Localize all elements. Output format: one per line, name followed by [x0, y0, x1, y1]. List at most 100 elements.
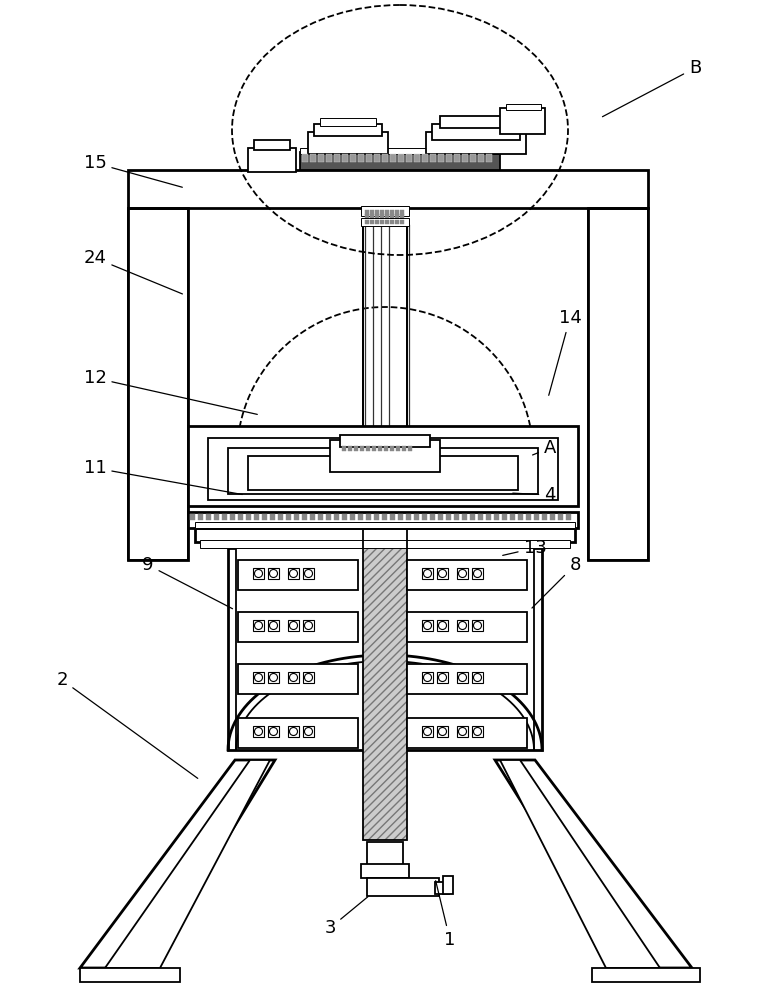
Bar [308, 132, 388, 154]
Circle shape [305, 728, 312, 736]
Circle shape [474, 570, 481, 578]
Bar [472, 672, 483, 683]
Bar [268, 672, 279, 683]
Bar [129, 209, 187, 559]
Bar [494, 514, 499, 520]
Circle shape [269, 728, 278, 736]
Bar [457, 672, 468, 683]
Bar [238, 718, 358, 748]
Bar [457, 568, 468, 579]
Bar [334, 514, 339, 520]
Bar [534, 514, 539, 520]
Bar [303, 620, 314, 631]
Bar [395, 210, 399, 215]
Bar [374, 154, 380, 162]
Bar [268, 568, 279, 579]
Polygon shape [495, 760, 692, 968]
Bar [238, 664, 358, 694]
Bar [385, 214, 389, 219]
Bar [446, 154, 452, 162]
Bar [462, 154, 468, 162]
Bar [472, 620, 483, 631]
Text: 3: 3 [325, 897, 368, 937]
Bar [398, 154, 404, 162]
Bar [358, 154, 364, 162]
Bar [422, 154, 428, 162]
Bar [422, 672, 433, 683]
Bar [472, 726, 483, 737]
Bar [438, 154, 444, 162]
Bar [208, 438, 558, 500]
Bar [238, 514, 243, 520]
Bar [422, 514, 427, 520]
Bar [440, 116, 512, 128]
Bar [472, 568, 483, 579]
Bar [214, 514, 219, 520]
Bar [370, 214, 374, 219]
Text: B: B [602, 59, 701, 117]
Bar [486, 154, 492, 162]
Circle shape [269, 674, 278, 682]
Bar [310, 514, 315, 520]
Circle shape [305, 570, 312, 578]
Circle shape [474, 728, 481, 736]
Polygon shape [500, 760, 660, 968]
Circle shape [438, 728, 447, 736]
Bar [350, 514, 355, 520]
Bar [367, 878, 439, 896]
Bar [206, 514, 211, 520]
Bar [478, 514, 483, 520]
Bar [400, 214, 404, 219]
Bar [365, 220, 369, 224]
Bar [380, 214, 384, 219]
Bar [300, 148, 500, 154]
Bar [326, 514, 331, 520]
Bar [358, 514, 363, 520]
Bar [288, 620, 299, 631]
Bar [366, 154, 372, 162]
Bar [361, 218, 409, 226]
Bar [363, 225, 407, 430]
Bar [422, 620, 433, 631]
Bar [470, 514, 475, 520]
Bar [414, 154, 420, 162]
Bar [430, 514, 435, 520]
Bar [396, 446, 400, 451]
Bar [314, 124, 382, 136]
Polygon shape [105, 760, 270, 968]
Bar [518, 514, 523, 520]
Bar [222, 514, 227, 520]
Bar [408, 446, 412, 451]
Bar [268, 620, 279, 631]
Bar [395, 220, 399, 224]
Bar [402, 446, 406, 451]
Circle shape [424, 570, 431, 578]
Bar [342, 446, 346, 451]
Circle shape [474, 621, 481, 630]
Bar [378, 446, 382, 451]
Bar [340, 435, 430, 447]
Bar [253, 726, 264, 737]
Circle shape [289, 570, 298, 578]
Bar [300, 152, 500, 170]
Bar [526, 514, 531, 520]
Bar [370, 220, 374, 224]
Circle shape [438, 570, 447, 578]
Bar [294, 514, 299, 520]
Text: 2: 2 [56, 671, 198, 778]
Bar [454, 154, 460, 162]
Circle shape [255, 621, 262, 630]
Bar [407, 560, 527, 590]
Bar [348, 446, 352, 451]
Bar [128, 170, 648, 208]
Bar [462, 514, 467, 520]
Circle shape [289, 728, 298, 736]
Bar [254, 140, 290, 150]
Bar [262, 514, 267, 520]
Bar [390, 154, 396, 162]
Bar [470, 154, 476, 162]
Circle shape [255, 674, 262, 682]
Bar [400, 220, 404, 224]
Bar [303, 672, 314, 683]
Bar [248, 148, 296, 172]
